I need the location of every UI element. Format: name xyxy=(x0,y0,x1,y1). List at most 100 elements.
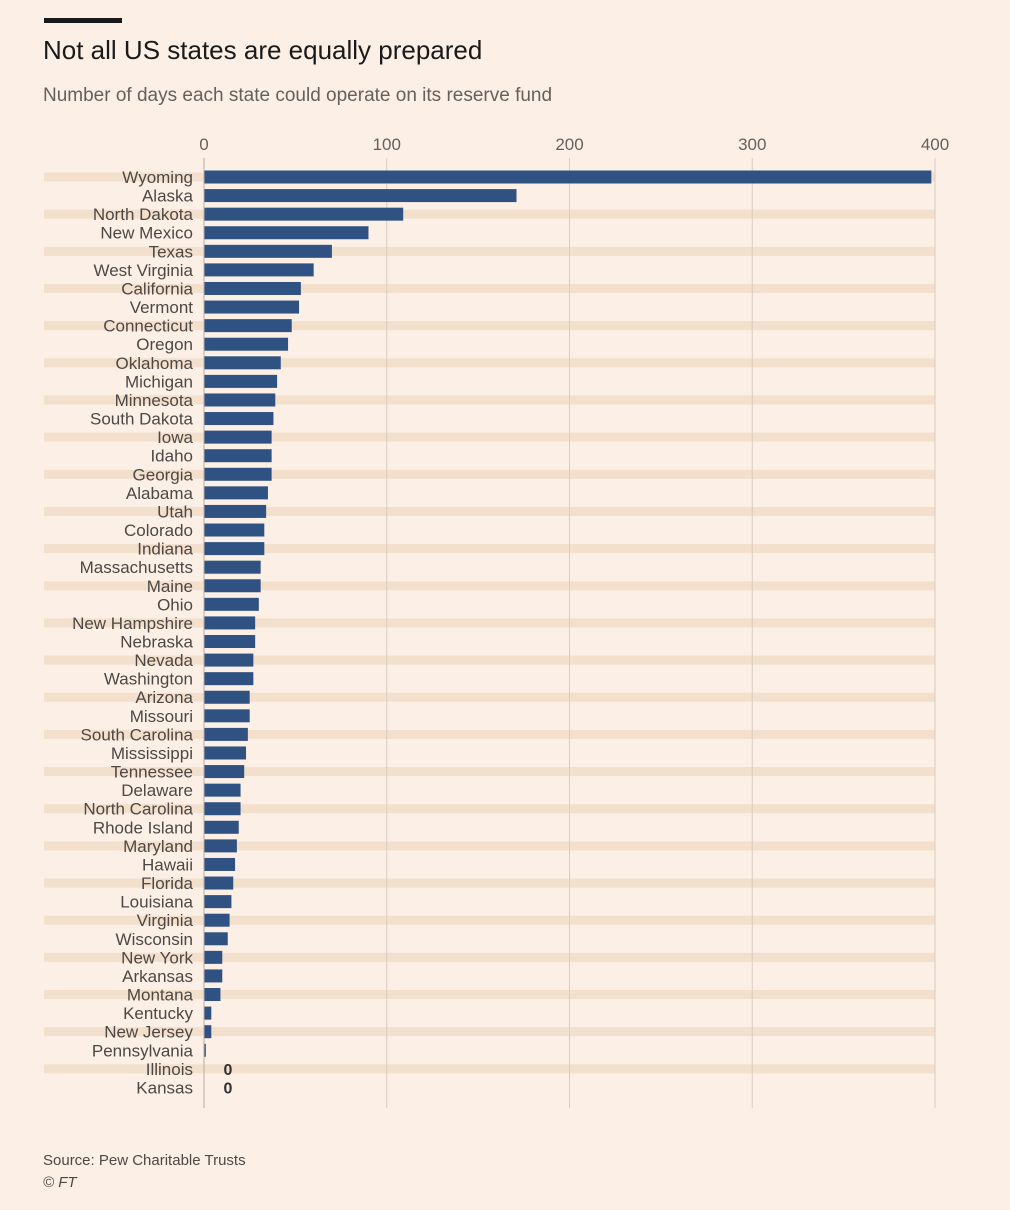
data-label: 0 xyxy=(224,1080,233,1097)
category-label: Alaska xyxy=(142,187,194,206)
category-label: New Mexico xyxy=(100,224,193,243)
category-label: Washington xyxy=(104,670,193,689)
x-tick-label: 400 xyxy=(921,135,949,154)
bar xyxy=(204,783,241,797)
bar xyxy=(204,727,248,741)
category-label: Nevada xyxy=(134,651,193,670)
row-band xyxy=(44,952,935,962)
category-label: Ohio xyxy=(157,595,193,614)
category-label: Arkansas xyxy=(122,967,193,986)
x-tick-label: 200 xyxy=(555,135,583,154)
bar xyxy=(204,802,241,816)
row-band xyxy=(44,283,935,293)
bar xyxy=(204,932,228,946)
category-label: South Carolina xyxy=(81,725,194,744)
category-label: Indiana xyxy=(137,540,193,559)
bar xyxy=(204,839,237,853)
row-band xyxy=(44,692,935,702)
bar xyxy=(204,467,272,481)
footer: Source: Pew Charitable Trusts © FT xyxy=(43,1150,246,1194)
category-label: Hawaii xyxy=(142,855,193,874)
bar xyxy=(204,690,250,704)
category-label: New Jersey xyxy=(104,1023,193,1042)
category-label: Missouri xyxy=(130,707,193,726)
row-band xyxy=(44,915,935,925)
row-band xyxy=(44,1027,935,1037)
bar xyxy=(204,616,256,630)
bar xyxy=(204,1043,206,1057)
category-label: Louisiana xyxy=(120,893,193,912)
bar xyxy=(204,356,281,370)
category-label: Massachusetts xyxy=(80,558,193,577)
category-label: Kansas xyxy=(136,1078,193,1097)
category-label: Vermont xyxy=(130,298,194,317)
bar xyxy=(204,635,256,648)
row-band xyxy=(44,246,935,256)
category-label: Texas xyxy=(149,242,193,261)
bar xyxy=(204,969,223,983)
category-label: Mississippi xyxy=(111,744,193,763)
bar xyxy=(204,523,265,537)
bar xyxy=(204,300,300,314)
category-label: Tennessee xyxy=(111,763,193,782)
copyright-note: © FT xyxy=(43,1174,77,1191)
category-label: Oklahoma xyxy=(116,354,194,373)
category-label: Florida xyxy=(141,874,194,893)
category-label: Rhode Island xyxy=(93,818,193,837)
category-label: North Dakota xyxy=(93,205,194,224)
category-label: South Dakota xyxy=(90,410,194,429)
category-label: North Carolina xyxy=(83,800,193,819)
bar xyxy=(204,1006,212,1020)
bar xyxy=(204,542,265,556)
category-label: Montana xyxy=(127,986,194,1005)
row-band xyxy=(44,321,935,331)
source-note: Source: Pew Charitable Trusts xyxy=(43,1152,246,1169)
row-band xyxy=(44,358,935,368)
category-label: Oregon xyxy=(136,335,193,354)
category-label: Utah xyxy=(157,502,193,521)
row-band xyxy=(44,506,935,516)
category-label: Georgia xyxy=(133,465,194,484)
row-band xyxy=(44,804,935,814)
bar xyxy=(204,430,272,444)
bar xyxy=(204,579,261,593)
row-band xyxy=(44,581,935,591)
category-label: New York xyxy=(121,948,193,967)
bar xyxy=(204,244,332,258)
bar xyxy=(204,765,245,779)
bar xyxy=(204,876,234,890)
bar xyxy=(204,653,254,667)
category-label: Illinois xyxy=(146,1060,193,1079)
bar xyxy=(204,189,517,203)
bar xyxy=(204,672,254,686)
bar xyxy=(204,412,274,426)
row-band xyxy=(44,729,935,739)
bar xyxy=(204,207,404,221)
data-label: 0 xyxy=(224,1062,233,1079)
category-label: Pennsylvania xyxy=(92,1041,194,1060)
category-label: Maryland xyxy=(123,837,193,856)
bar xyxy=(204,449,272,463)
bar xyxy=(204,820,239,834)
row-band xyxy=(44,395,935,405)
row-band xyxy=(44,990,935,1000)
row-band xyxy=(44,655,935,665)
x-tick-label: 0 xyxy=(199,135,208,154)
bar xyxy=(204,374,278,388)
bar xyxy=(204,393,276,407)
category-label: California xyxy=(121,279,193,298)
bar xyxy=(204,170,932,184)
row-band xyxy=(44,432,935,442)
row-band xyxy=(44,878,935,888)
row-band xyxy=(44,544,935,554)
category-label: Wyoming xyxy=(122,168,193,187)
category-label: Kentucky xyxy=(123,1004,193,1023)
category-label: Idaho xyxy=(150,447,193,466)
bar xyxy=(204,988,221,1002)
category-label: New Hampshire xyxy=(72,614,193,633)
bar xyxy=(204,281,301,295)
row-band xyxy=(44,1064,935,1074)
bar xyxy=(204,857,236,871)
bar xyxy=(204,597,259,611)
x-tick-label: 300 xyxy=(738,135,766,154)
